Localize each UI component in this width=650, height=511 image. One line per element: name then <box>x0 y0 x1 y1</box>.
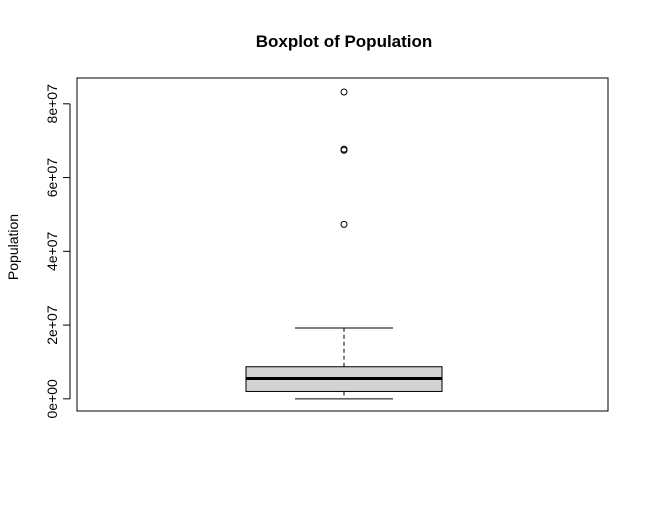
y-tick-label: 0e+00 <box>44 379 60 419</box>
outlier-point <box>340 220 348 228</box>
y-axis-label: Population <box>5 214 21 280</box>
y-tick-label: 2e+07 <box>44 305 60 345</box>
outlier-point <box>340 88 348 96</box>
y-axis: 0e+00 2e+07 4e+07 6e+07 8e+07 <box>44 84 71 419</box>
box-plot <box>245 88 443 400</box>
y-tick-label: 8e+07 <box>44 84 60 124</box>
y-tick-label: 6e+07 <box>44 158 60 198</box>
chart-title: Boxplot of Population <box>256 32 433 51</box>
y-tick-label: 4e+07 <box>44 231 60 271</box>
plot-frame <box>76 77 609 412</box>
outlier-point <box>340 145 348 153</box>
